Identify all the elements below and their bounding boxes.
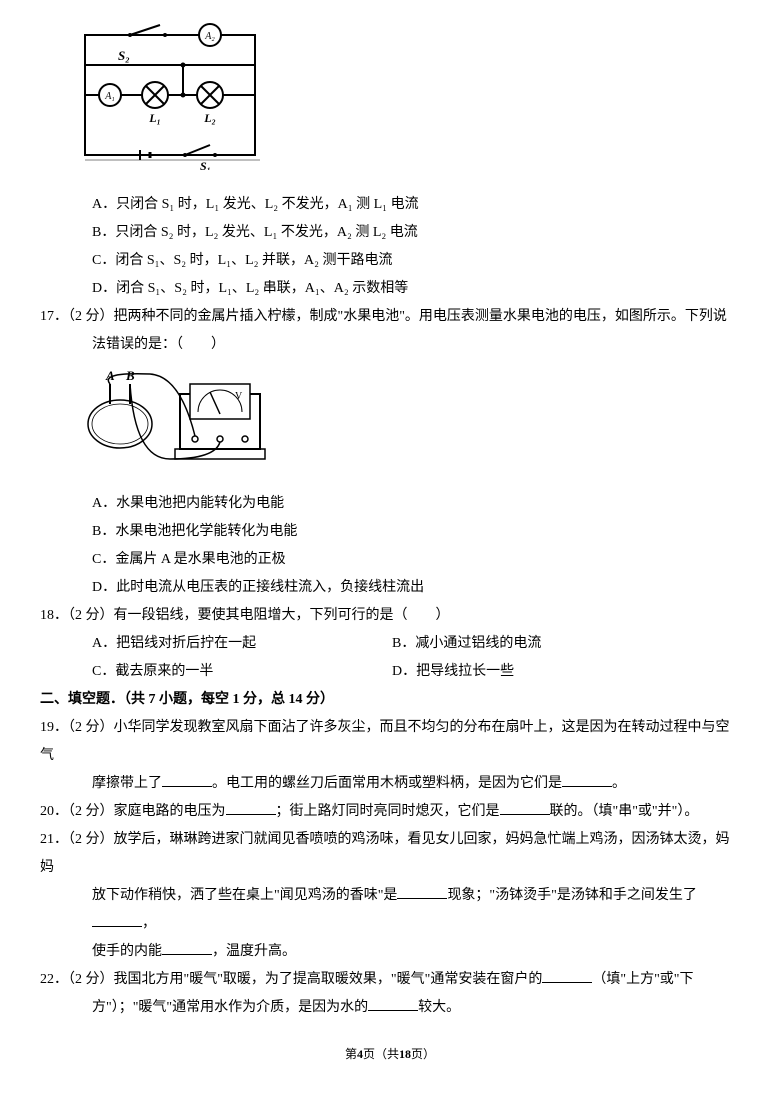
q22-line1: 22．（2 分）我国北方用"暖气"取暖，为了提高取暖效果，"暖气"通常安装在窗户… — [40, 966, 740, 994]
svg-text:A₁: A₁ — [104, 91, 115, 102]
q19-blank1 — [162, 773, 212, 787]
q21-l3-p1: 使手的内能 — [92, 944, 162, 959]
q19-line1: 19．（2 分）小华同学发现教室风扇下面沾了许多灰尘，而且不均匀的分布在扇叶上，… — [40, 714, 740, 770]
q16-option-a: A．只闭合 S₁ 时，L₁ 发光、L₂ 不发光，A₁ 测 L₁ 电流 — [40, 191, 740, 219]
q21-blank2 — [92, 913, 142, 927]
q18-stem: 18．（2 分）有一段铝线，要使其电阻增大，下列可行的是（ ） — [40, 602, 740, 630]
q18-option-c: C．截去原来的一半 — [92, 658, 392, 686]
q17-stem-line1: 17．（2 分）把两种不同的金属片插入柠檬，制成"水果电池"。用电压表测量水果电… — [40, 303, 740, 331]
q17-option-d: D．此时电流从电压表的正接线柱流入，负接线柱流出 — [40, 574, 740, 602]
q22-blank2 — [368, 997, 418, 1011]
svg-text:B: B — [125, 368, 135, 383]
q16-option-c: C．闭合 S₁、S₂ 时，L₁、L₂ 并联，A₂ 测干路电流 — [40, 247, 740, 275]
q20-blank1 — [226, 801, 276, 815]
q16-option-d: D．闭合 S₁、S₂ 时，L₁、L₂ 串联，A₁、A₂ 示数相等 — [40, 275, 740, 303]
q21-l3-p2: ，温度升高。 — [212, 944, 296, 959]
svg-text:V: V — [235, 391, 243, 402]
q20-p1: 20．（2 分）家庭电路的电压为 — [40, 804, 226, 819]
q20-blank2 — [500, 801, 550, 815]
q20: 20．（2 分）家庭电路的电压为 ；街上路灯同时亮同时熄灭，它们是 联的。（填"串"… — [40, 798, 740, 826]
q22-line2: 方"）；"暖气"通常用水作为介质，是因为水的 较大。 — [40, 994, 740, 1022]
q17-option-b: B．水果电池把化学能转化为电能 — [40, 518, 740, 546]
q22-l1-p1: 22．（2 分）我国北方用"暖气"取暖，为了提高取暖效果，"暖气"通常安装在窗户… — [40, 972, 542, 987]
q22-blank1 — [542, 969, 592, 983]
q22-l2-p2: 较大。 — [418, 1000, 460, 1015]
q21-line3: 使手的内能 ，温度升高。 — [40, 938, 740, 966]
q18-option-a: A．把铝线对折后拧在一起 — [92, 630, 392, 658]
q20-p2: ；街上路灯同时亮同时熄灭，它们是 — [276, 804, 500, 819]
svg-text:S₂: S₂ — [118, 48, 130, 63]
circuit-svg: A₂ S₂ A₁ L₁ L₂ S₁ — [70, 20, 270, 170]
q22-l1-p2: （填"上方"或"下 — [592, 972, 693, 987]
q17-option-c: C．金属片 A 是水果电池的正极 — [40, 546, 740, 574]
q21-l2-p3: ， — [142, 916, 156, 931]
page-footer: 第4页（共18页） — [40, 1042, 740, 1066]
voltmeter-svg: A B V — [70, 364, 280, 474]
q18-row1: A．把铝线对折后拧在一起 B．减小通过铝线的电流 — [40, 630, 740, 658]
footer-p1: 第 — [345, 1047, 357, 1061]
q16-option-b: B．只闭合 S₂ 时，L₂ 发光、L₁ 不发光，A₂ 测 L₂ 电流 — [40, 219, 740, 247]
q19-l2-p3: 。 — [612, 776, 626, 791]
svg-text:S₁: S₁ — [200, 159, 211, 170]
svg-text:L₁: L₁ — [148, 111, 161, 125]
section2-heading: 二、填空题．（共 7 小题，每空 1 分，总 14 分） — [40, 686, 740, 714]
svg-text:L₂: L₂ — [203, 111, 216, 125]
q21-blank1 — [397, 885, 447, 899]
footer-total: 18 — [399, 1047, 411, 1061]
q17-option-a: A．水果电池把内能转化为电能 — [40, 490, 740, 518]
q19-line2: 摩擦带上了 。电工用的螺丝刀后面常用木柄或塑料柄，是因为它们是 。 — [40, 770, 740, 798]
q21-line1: 21．（2 分）放学后，琳琳跨进家门就闻见香喷喷的鸡汤味，看见女儿回家，妈妈急忙… — [40, 826, 740, 882]
svg-text:A₂: A₂ — [204, 31, 215, 42]
q16-circuit-diagram: A₂ S₂ A₁ L₁ L₂ S₁ — [70, 20, 740, 181]
q17-stem-line2: 法错误的是：（ ） — [40, 331, 740, 359]
q22-l2-p1: 方"）；"暖气"通常用水作为介质，是因为水的 — [92, 1000, 368, 1015]
q20-p3: 联的。（填"串"或"并"）。 — [550, 804, 699, 819]
q21-blank3 — [162, 941, 212, 955]
q17-voltmeter-diagram: A B V — [70, 364, 740, 485]
q21-line2: 放下动作稍快，洒了些在桌上"闻见鸡汤的香味"是 现象；"汤钵烫手"是汤钵和手之间发… — [40, 882, 740, 938]
q21-l2-p2: 现象；"汤钵烫手"是汤钵和手之间发生了 — [447, 888, 696, 903]
q21-l2-p1: 放下动作稍快，洒了些在桌上"闻见鸡汤的香味"是 — [92, 888, 397, 903]
q18-option-b: B．减小通过铝线的电流 — [392, 630, 740, 658]
footer-p2: 页（共 — [363, 1047, 399, 1061]
footer-p3: 页） — [411, 1047, 435, 1061]
q19-l2-p1: 摩擦带上了 — [92, 776, 162, 791]
q19-blank2 — [562, 773, 612, 787]
q19-l2-p2: 。电工用的螺丝刀后面常用木柄或塑料柄，是因为它们是 — [212, 776, 562, 791]
q18-row2: C．截去原来的一半 D．把导线拉长一些 — [40, 658, 740, 686]
q18-option-d: D．把导线拉长一些 — [392, 658, 740, 686]
